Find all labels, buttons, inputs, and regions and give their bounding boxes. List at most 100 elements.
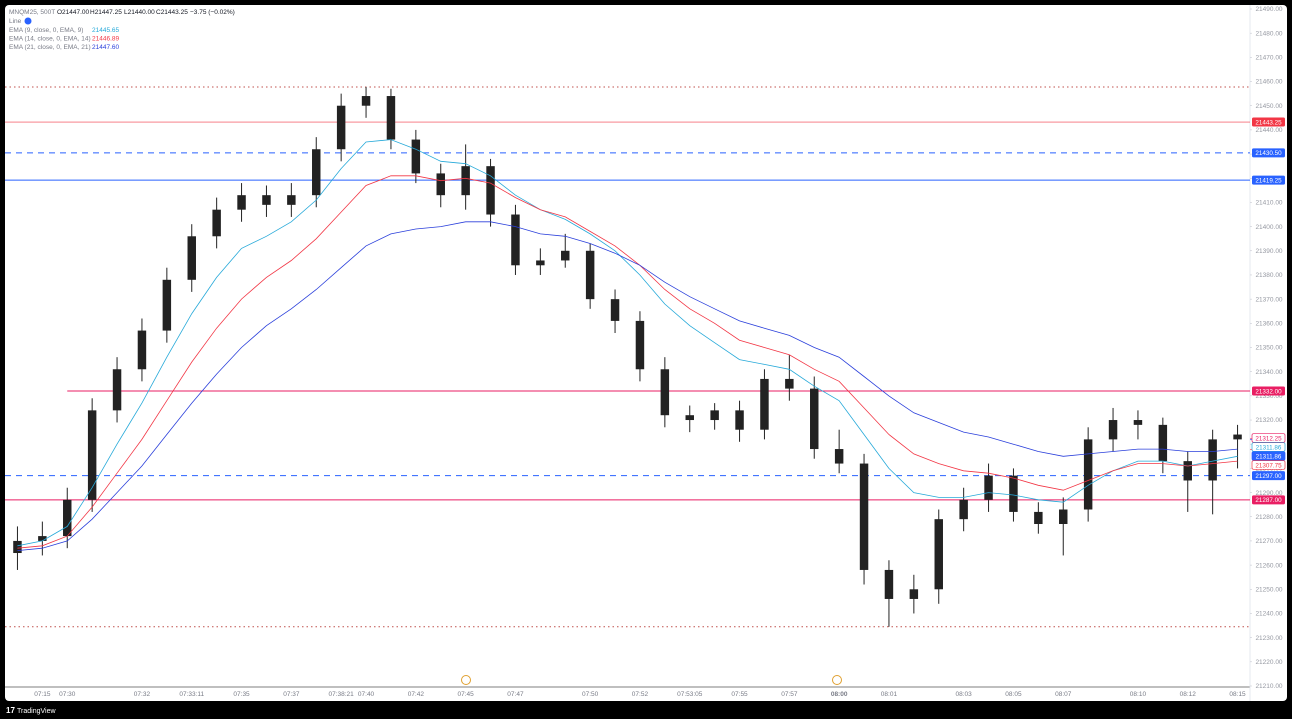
y-tick-label: 21250.00 (1255, 586, 1282, 593)
y-tick-label: 21280.00 (1255, 514, 1282, 521)
candle-body (336, 105, 346, 150)
price-label-box (1252, 117, 1285, 127)
y-tick-label: 21440.00 (1255, 127, 1282, 134)
y-tick-label: 21450.00 (1255, 103, 1282, 110)
footer: 17 TradingView (6, 706, 56, 715)
legend-value: 21445.65 (92, 27, 119, 34)
candle-body (1034, 511, 1043, 525)
candle-body (585, 250, 595, 300)
candle-body (287, 195, 296, 205)
x-tick-label: 07:47 (507, 691, 524, 698)
line-toggle[interactable] (24, 17, 32, 25)
candle-body (87, 410, 97, 500)
brand-logo: 17 (6, 706, 15, 715)
y-tick-label: 21390.00 (1255, 248, 1282, 255)
candle-body (1133, 420, 1143, 425)
y-tick-label: 21230.00 (1255, 635, 1282, 642)
x-tick-label: 08:05 (1005, 691, 1022, 698)
y-tick-label: 21210.00 (1255, 683, 1282, 690)
x-tick-label: 07:55 (731, 691, 748, 698)
ohlc-low: L21440.00 (124, 9, 155, 16)
event-icon (461, 675, 471, 685)
x-tick-label: 08:10 (1130, 691, 1147, 698)
price-tag: 21312.25 (1255, 435, 1282, 442)
y-tick-label: 21370.00 (1255, 296, 1282, 303)
candle-body (685, 415, 694, 421)
price-label: 21443.25 (1255, 119, 1282, 126)
candle-body (237, 195, 246, 210)
y-tick-label: 21410.00 (1255, 200, 1282, 207)
price-label-box (1252, 386, 1285, 396)
brand: TradingView (17, 708, 56, 715)
x-tick-label: 07:45 (458, 691, 475, 698)
ohlc-change: −3.75 (−0.02%) (190, 9, 235, 16)
ohlc-high: H21447.25 (90, 9, 122, 16)
price-tag: 21311.86 (1256, 444, 1282, 451)
candle-body (785, 378, 794, 389)
candle-body (859, 463, 869, 570)
price-tag-box (1251, 451, 1286, 461)
x-tick-label: 07:15 (34, 691, 51, 698)
y-tick-label: 21350.00 (1255, 345, 1282, 352)
x-tick-label: 08:00 (831, 691, 848, 698)
candle-body (959, 499, 968, 520)
candle-body (511, 214, 520, 266)
x-tick-label: 07:32 (134, 691, 151, 698)
price-tag-box (1251, 460, 1286, 470)
x-tick-label: 08:01 (881, 691, 898, 698)
y-tick-label: 21320.00 (1255, 417, 1282, 424)
x-tick-label: 07:53:05 (677, 691, 703, 698)
candle-body (461, 166, 470, 196)
y-tick-label: 21260.00 (1255, 562, 1282, 569)
x-tick-label: 07:33:11 (179, 691, 204, 698)
ohlc-close: C21443.25 (156, 9, 188, 16)
candle-body (1183, 461, 1192, 481)
x-tick-label: 07:42 (408, 691, 425, 698)
candle-body (735, 410, 744, 430)
y-tick-label: 21490.00 (1255, 6, 1282, 13)
candle-body (63, 499, 72, 537)
candle-body (212, 209, 221, 237)
candle-body (934, 519, 943, 590)
price-label: 21297.00 (1255, 473, 1282, 480)
x-tick-label: 07:35 (233, 691, 250, 698)
x-tick-label: 08:12 (1180, 691, 1197, 698)
event-icon (832, 675, 842, 685)
y-tick-label: 21400.00 (1255, 224, 1282, 231)
candle-body (909, 589, 919, 599)
candle-body (760, 378, 769, 430)
price-label-box (1252, 471, 1285, 481)
y-tick-label: 21460.00 (1255, 79, 1282, 86)
x-tick-label: 08:03 (956, 691, 973, 698)
price-label: 21419.25 (1255, 177, 1282, 184)
candle-body (436, 173, 445, 196)
x-tick-label: 07:38:21 (328, 691, 354, 698)
candle-body (1208, 439, 1217, 481)
legend-value: 21446.89 (92, 36, 119, 43)
legend-value: 21447.60 (92, 44, 119, 51)
x-tick-label: 07:50 (582, 691, 599, 698)
ohlc-open: O21447.00 (57, 9, 90, 16)
candle-body (635, 320, 645, 370)
candle-body (361, 96, 371, 106)
price-label: 21287.00 (1255, 497, 1282, 504)
price-label: 21332.00 (1255, 388, 1282, 395)
legend-entry: EMA (21, close, 0, EMA, 21) (9, 44, 91, 51)
ema-line (17, 175, 1238, 549)
legend-entry: EMA (14, close, 0, EMA, 14) (9, 36, 91, 43)
x-tick-label: 07:40 (358, 691, 375, 698)
event-icons (461, 675, 842, 685)
price-tag: 21307.75 (1255, 462, 1282, 469)
candle-body (660, 369, 670, 416)
y-tick-label: 21360.00 (1255, 321, 1282, 328)
y-tick-label: 21270.00 (1255, 538, 1282, 545)
y-tick-label: 21240.00 (1255, 611, 1282, 618)
candle-body (536, 260, 545, 266)
x-tick-label: 07:37 (283, 691, 300, 698)
ema-line (17, 139, 1238, 547)
price-label: 21430.50 (1255, 150, 1282, 157)
candle-body (834, 449, 844, 464)
candle-body (38, 536, 47, 541)
candle-body (486, 166, 495, 215)
